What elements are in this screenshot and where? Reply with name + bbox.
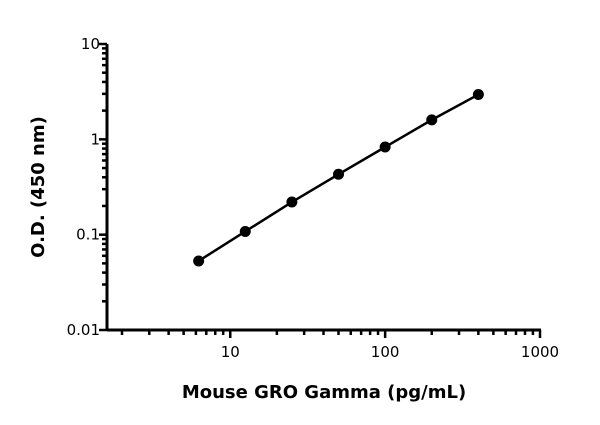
y-tick-label: 1 [90, 130, 100, 148]
y-tick-label: 10 [81, 35, 100, 53]
data-point [286, 196, 298, 208]
data-point [239, 225, 251, 237]
data-point [426, 114, 438, 126]
data-point [379, 141, 391, 153]
x-tick-label: 1000 [521, 343, 559, 361]
axes [105, 44, 541, 332]
y-tick-label: 0.1 [76, 226, 100, 244]
series [193, 89, 484, 267]
ticks: 10 100 1000 0.01 0.1 1 10 [67, 35, 560, 361]
data-point [333, 168, 345, 180]
x-tick-label: 100 [371, 343, 400, 361]
y-tick-label: 0.01 [67, 321, 100, 339]
x-axis-label: Mouse GRO Gamma (pg/mL) [182, 382, 466, 403]
y-axis-label: O.D. (450 nm) [28, 116, 49, 258]
data-point [472, 89, 484, 101]
x-tick-label: 10 [221, 343, 240, 361]
data-point [193, 255, 205, 267]
